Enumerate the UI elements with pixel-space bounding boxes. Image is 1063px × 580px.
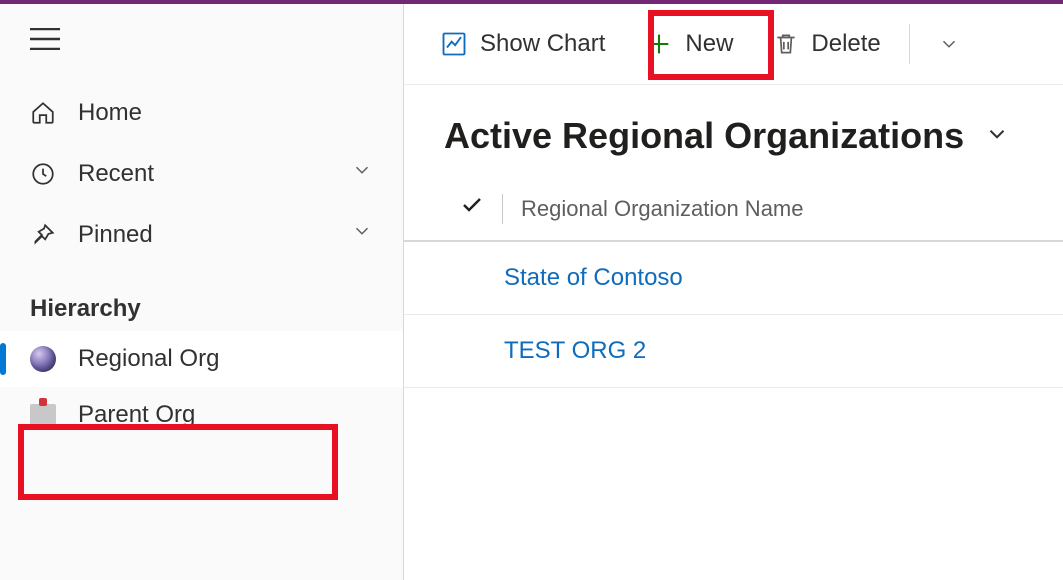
view-chevron-icon[interactable]: [984, 121, 1010, 152]
pin-icon: [30, 222, 78, 248]
delete-label: Delete: [811, 30, 880, 58]
table-row[interactable]: State of Contoso: [404, 242, 1063, 315]
sidebar-section-hierarchy: Hierarchy: [0, 265, 403, 331]
new-label: New: [685, 30, 733, 58]
sidebar-item-parent-org[interactable]: Parent Org: [0, 387, 403, 443]
sidebar-item-label: Parent Org: [78, 401, 195, 429]
chart-icon: [440, 30, 468, 58]
chevron-down-icon: [351, 220, 373, 249]
table-row[interactable]: TEST ORG 2: [404, 315, 1063, 388]
divider: [502, 194, 503, 224]
row-link[interactable]: State of Contoso: [504, 264, 683, 291]
plus-icon: [645, 30, 673, 58]
sidebar: Home Recent Pinned Hiera: [0, 4, 404, 580]
trash-icon: [773, 31, 799, 57]
main-content: Show Chart New Delete Ac: [404, 4, 1063, 580]
chevron-down-icon: [351, 159, 373, 188]
sidebar-item-regional-org[interactable]: Regional Org: [0, 331, 403, 387]
hamburger-icon[interactable]: [30, 37, 60, 54]
show-chart-label: Show Chart: [480, 30, 605, 58]
nav-pinned[interactable]: Pinned: [0, 204, 403, 265]
sidebar-item-label: Regional Org: [78, 345, 219, 373]
new-button[interactable]: New: [627, 22, 751, 66]
select-all-check-icon[interactable]: [460, 193, 484, 224]
clock-icon: [30, 161, 78, 187]
nav-home-label: Home: [78, 99, 373, 127]
row-link[interactable]: TEST ORG 2: [504, 337, 646, 364]
show-chart-button[interactable]: Show Chart: [422, 22, 623, 66]
command-bar: Show Chart New Delete: [404, 4, 1063, 85]
home-icon: [30, 100, 78, 126]
chevron-down-icon: [938, 33, 960, 55]
overflow-button[interactable]: [920, 25, 978, 63]
nav-pinned-label: Pinned: [78, 221, 351, 249]
building-icon: [30, 404, 78, 426]
view-header: Active Regional Organizations: [404, 85, 1063, 177]
column-header-row: Regional Organization Name: [404, 177, 1063, 242]
column-header-name[interactable]: Regional Organization Name: [521, 196, 804, 222]
nav-recent-label: Recent: [78, 160, 351, 188]
orb-icon: [30, 346, 78, 372]
nav-home[interactable]: Home: [0, 83, 403, 143]
delete-button[interactable]: Delete: [755, 22, 898, 66]
divider: [909, 24, 910, 64]
view-title: Active Regional Organizations: [444, 115, 964, 157]
nav-recent[interactable]: Recent: [0, 143, 403, 204]
